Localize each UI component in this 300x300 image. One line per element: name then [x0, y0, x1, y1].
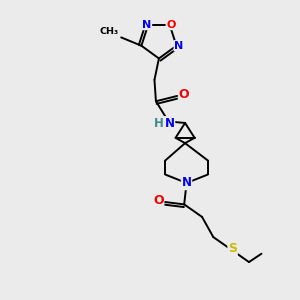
Text: CH₃: CH₃	[100, 27, 119, 36]
Text: O: O	[178, 88, 189, 101]
Text: N: N	[165, 117, 175, 130]
Text: N: N	[142, 20, 152, 29]
Text: O: O	[153, 194, 164, 207]
Text: O: O	[166, 20, 176, 29]
Text: N: N	[182, 176, 192, 190]
Text: N: N	[174, 41, 183, 51]
Text: H: H	[154, 117, 164, 130]
Text: S: S	[228, 242, 237, 256]
